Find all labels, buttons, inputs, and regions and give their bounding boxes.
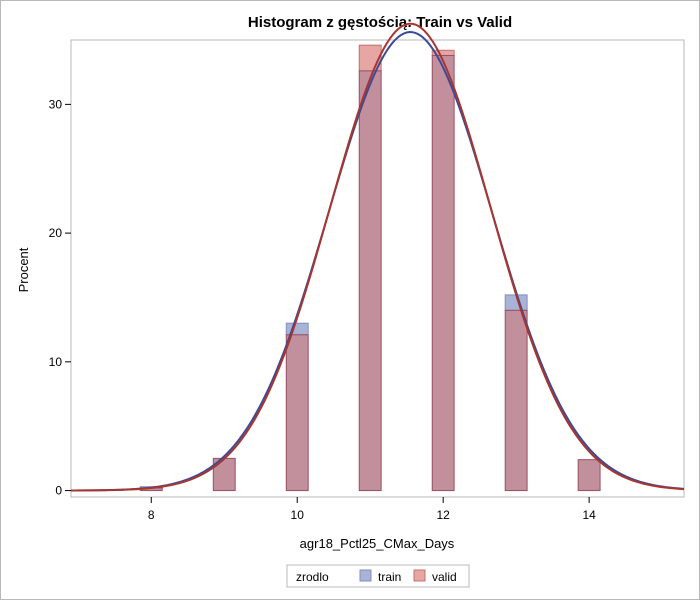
- x-axis: 8 10 12 14: [148, 497, 596, 522]
- legend-swatch-train: [359, 569, 372, 582]
- y-tick-label-30: 30: [49, 97, 63, 111]
- bar-overlap-11: [358, 70, 382, 492]
- x-tick-label-8: 8: [148, 508, 155, 522]
- bars-layer: [139, 44, 601, 492]
- bar-overlap-12: [431, 54, 455, 492]
- legend-title: zrodlo: [296, 570, 329, 584]
- density-curve-valid: [70, 22, 685, 492]
- x-tick-label-10: 10: [291, 508, 305, 522]
- y-axis-label: Procent: [16, 247, 31, 292]
- bar-overlap-13: [504, 309, 528, 492]
- density-curves-layer: [70, 22, 685, 492]
- legend-label-valid: valid: [432, 570, 457, 584]
- y-tick-label-0: 0: [55, 484, 62, 498]
- y-tick-label-10: 10: [49, 355, 63, 369]
- x-axis-label: agr18_Pctl25_CMax_Days: [300, 536, 455, 551]
- legend: zrodlo train valid: [286, 564, 470, 588]
- y-tick-label-20: 20: [49, 226, 63, 240]
- bar-overlap-10: [285, 334, 309, 492]
- x-tick-label-14: 14: [582, 508, 596, 522]
- chart-title: Histogram z gęstością: Train vs Valid: [248, 14, 512, 31]
- legend-swatch-valid: [413, 569, 426, 582]
- bar-train-excess-10: [285, 322, 309, 336]
- x-tick-label-12: 12: [436, 508, 450, 522]
- legend-label-train: train: [378, 570, 401, 584]
- y-axis: 0 10 20 30: [49, 97, 71, 498]
- bar-overlap-14: [577, 459, 601, 492]
